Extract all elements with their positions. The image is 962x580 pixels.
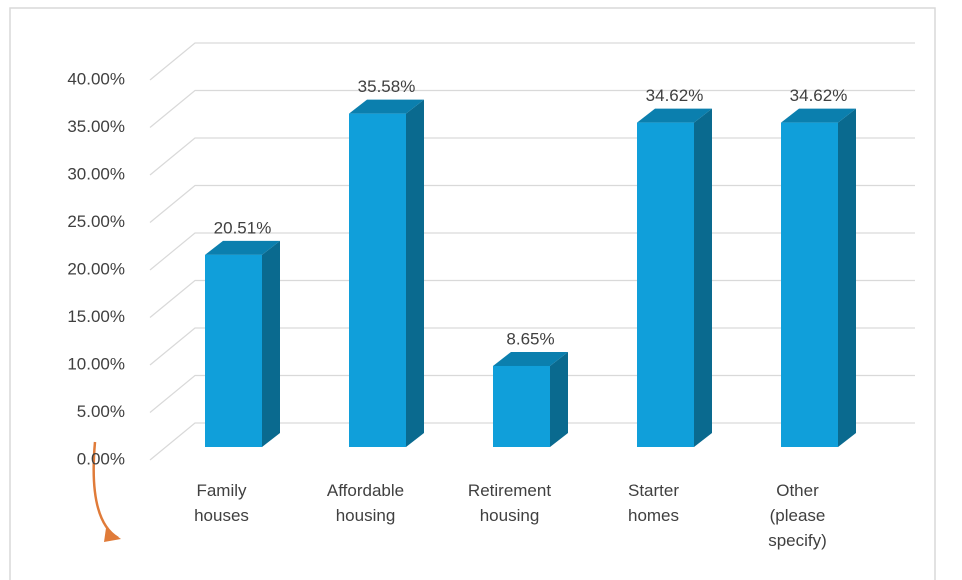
data-label: 34.62% (790, 86, 848, 105)
data-label: 20.51% (214, 218, 272, 237)
y-tick-label: 5.00% (77, 402, 125, 421)
bar (205, 254, 262, 447)
x-tick-label: Retirement housing (467, 481, 552, 525)
grid (149, 42, 915, 461)
bar-top (781, 108, 856, 123)
bar (781, 122, 838, 448)
bars (205, 99, 856, 448)
arrow-head (104, 528, 121, 542)
y-tick-label: 15.00% (67, 307, 125, 326)
y-tick-label: 0.00% (77, 449, 125, 468)
bar-top (349, 99, 424, 114)
chart-frame (9, 7, 936, 580)
x-tick-label: Affordable housing (326, 481, 405, 525)
bar (349, 113, 406, 447)
y-tick-label: 25.00% (67, 212, 125, 231)
bar-side (406, 99, 424, 447)
y-tick-label: 20.00% (67, 259, 125, 278)
bar-top (637, 108, 712, 123)
x-tick-label: Starter homes (627, 481, 680, 525)
bar-top (493, 351, 568, 366)
data-label: 35.58% (358, 77, 416, 96)
y-tick-label: 10.00% (67, 354, 125, 373)
bar-top (205, 240, 280, 255)
bar-side (550, 351, 568, 447)
grid-line (149, 42, 915, 81)
y-tick-label: 40.00% (67, 69, 125, 88)
data-label: 8.65% (506, 329, 554, 348)
y-tick-label: 35.00% (67, 117, 125, 136)
bar (493, 365, 550, 447)
y-tick-label: 30.00% (67, 164, 125, 183)
grid-line (149, 89, 915, 128)
bar-side (838, 108, 856, 448)
x-tick-label: Family houses (194, 481, 249, 525)
bar (637, 122, 694, 448)
x-tick-label: Other (please specify) (768, 481, 827, 550)
bar-side (694, 108, 712, 448)
data-label: 34.62% (646, 86, 704, 105)
bar-side (262, 240, 280, 447)
